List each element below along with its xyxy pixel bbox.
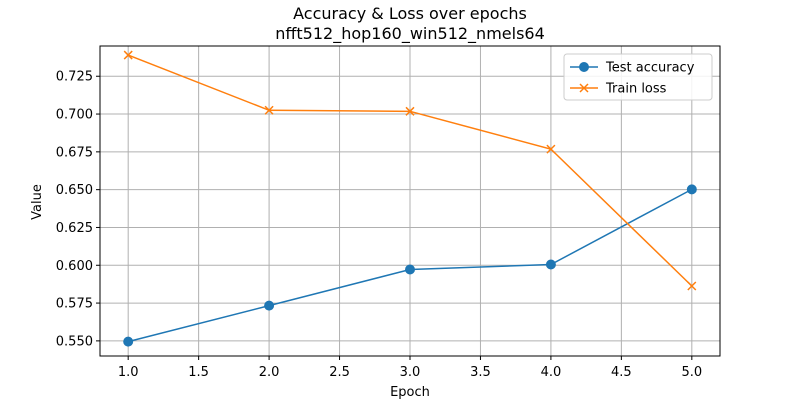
y-tick-label: 0.550	[56, 334, 93, 349]
legend-label: Train loss	[605, 82, 667, 97]
data-point-train-loss	[687, 281, 697, 291]
x-tick-label: 1.5	[188, 365, 209, 380]
plot-area-frame	[99, 45, 721, 357]
series-layer	[123, 50, 697, 347]
data-point-train-loss	[123, 50, 133, 60]
x-tick-label: 2.5	[329, 365, 350, 380]
legend: Test accuracy Train loss	[563, 53, 713, 101]
chart-title: Accuracy & Loss over epochs	[293, 4, 527, 23]
data-point-train-loss	[546, 144, 556, 154]
legend-label: Test accuracy	[605, 61, 695, 76]
data-point-train-loss	[264, 105, 274, 115]
x-tick-label: 5.0	[681, 365, 702, 380]
y-tick-label: 0.625	[56, 221, 93, 236]
data-point-train-loss	[405, 106, 415, 116]
data-point-test-accuracy	[686, 184, 697, 195]
x-tick-label: 2.0	[259, 365, 280, 380]
y-tick-label: 0.650	[56, 183, 93, 198]
series-train-loss	[123, 50, 697, 291]
x-axis-ticks: 1.0 1.5 2.0 2.5 3.0 3.5 4.0 4.5 5.0	[118, 356, 702, 380]
x-tick-label: 3.0	[400, 365, 421, 380]
x-tick-label: 4.5	[611, 365, 632, 380]
legend-entry-test-accuracy: Test accuracy	[570, 61, 695, 76]
legend-box	[563, 53, 713, 101]
legend-marker-train-loss	[579, 83, 589, 93]
x-tick-label: 1.0	[118, 365, 139, 380]
chart-subtitle: nfft512_hop160_win512_nmels64	[275, 24, 545, 44]
series-test-accuracy	[123, 184, 697, 347]
y-tick-label: 0.700	[56, 108, 93, 123]
y-tick-label: 0.600	[56, 259, 93, 274]
data-point-test-accuracy	[123, 336, 134, 347]
y-tick-label: 0.575	[56, 297, 93, 312]
legend-marker-test-accuracy	[579, 62, 589, 72]
data-point-test-accuracy	[264, 300, 275, 311]
x-tick-label: 4.0	[541, 365, 562, 380]
y-tick-label: 0.725	[56, 70, 93, 85]
data-point-test-accuracy	[545, 259, 556, 270]
y-axis-label: Value	[30, 184, 45, 220]
legend-entry-train-loss: Train loss	[570, 82, 667, 97]
y-tick-label: 0.675	[56, 145, 93, 160]
grid	[100, 46, 720, 356]
x-axis-label: Epoch	[390, 385, 430, 400]
data-point-test-accuracy	[405, 264, 415, 275]
x-tick-label: 3.5	[470, 365, 491, 380]
y-axis-ticks: 0.550 0.575 0.600 0.625 0.650 0.675 0.700 0.725	[56, 70, 100, 349]
